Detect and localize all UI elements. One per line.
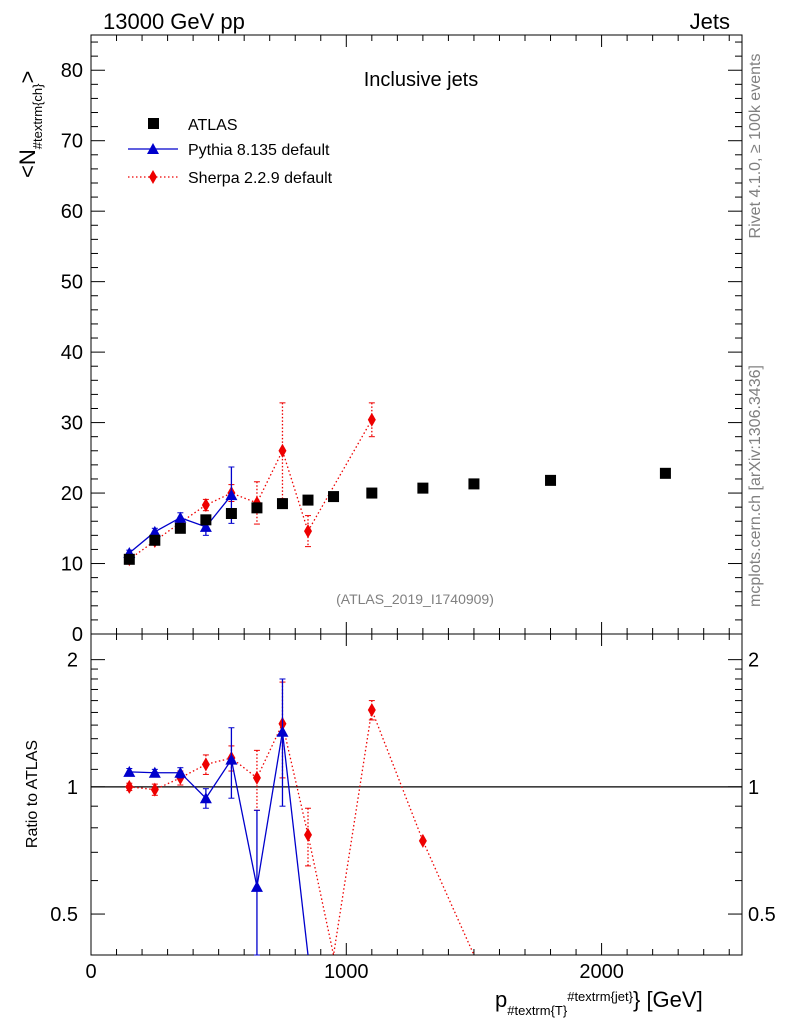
legend-label-pythia: Pythia 8.135 default <box>188 142 330 159</box>
main-atlas-point <box>545 474 557 486</box>
ratio-pythia-8-135-default-point <box>123 765 136 777</box>
ratio-pythia-8-135-default-point <box>250 880 263 892</box>
main-atlas-point <box>200 514 212 526</box>
ratio-y-tick-label-right: 2 <box>748 650 759 672</box>
ratio-sherpa-2-2-9-default-point <box>367 703 376 718</box>
ratio-y-tick-label-right: 0.5 <box>748 904 776 926</box>
legend-label-sherpa: Sherpa 2.2.9 default <box>188 170 333 187</box>
ratio-sherpa-2-2-9-default-point <box>201 757 210 772</box>
main-atlas-point <box>328 491 340 503</box>
main-y-tick-label: 20 <box>61 483 83 505</box>
ratio-sherpa-2-2-9-default-point <box>150 782 159 797</box>
legend-entry-pythia: Pythia 8.135 default <box>128 142 330 159</box>
plot-title: Inclusive jets <box>364 69 479 91</box>
main-y-tick-label: 0 <box>72 624 83 646</box>
main-atlas-point <box>276 498 288 510</box>
analysis-watermark: (ATLAS_2019_I1740909) <box>336 591 494 607</box>
ratio-data-series <box>123 678 475 956</box>
ratio-plot-frame <box>90 633 743 956</box>
main-sherpa-2-2-9-default-line <box>128 419 373 560</box>
ratio-y-tick-label-right: 1 <box>748 777 759 799</box>
ratio-sherpa-2-2-9-default-point <box>252 770 261 785</box>
main-atlas-point <box>302 494 314 506</box>
x-tick-label: 0 <box>85 961 96 983</box>
ratio-pythia-8-135-default-point <box>148 766 161 778</box>
ratio-pythia-8-135-default-point <box>174 766 187 778</box>
main-pythia-8-135-default-point <box>148 525 161 537</box>
mcplots-reference-label: mcplots.cern.ch [arXiv:1306.3436] <box>747 365 764 607</box>
main-sherpa-2-2-9-default-point <box>367 412 376 427</box>
process-label: Jets <box>690 9 730 34</box>
ratio-sherpa-2-2-9-default-line <box>129 707 475 956</box>
collision-energy-label: 13000 GeV pp <box>103 9 245 34</box>
main-atlas-point <box>468 478 480 490</box>
x-axis-title-main: p <box>495 987 507 1012</box>
ratio-y-tick-label-left: 2 <box>67 650 78 672</box>
legend-label-atlas: ATLAS <box>188 117 238 134</box>
x-axis-title: p#textrm{T}#textrm{jet}} [GeV] <box>495 987 703 1018</box>
main-y-axis-title-close: > <box>15 71 40 84</box>
main-data-series <box>123 402 671 567</box>
ratio-y-tick-label-left: 1 <box>67 777 78 799</box>
legend-marker-atlas <box>148 118 159 129</box>
main-atlas-point <box>417 482 429 494</box>
ratio-sherpa-2-2-9-default-point <box>418 833 427 848</box>
main-atlas-point <box>225 507 237 519</box>
main-atlas-point <box>659 467 671 479</box>
main-y-axis-title-sub: #textrm{ch} <box>30 83 45 149</box>
ratio-pythia-8-135-default-point <box>225 753 238 765</box>
legend-marker-pythia <box>147 143 159 154</box>
main-sherpa-2-2-9-default-point <box>201 498 210 513</box>
main-axis-ticks <box>90 35 742 635</box>
main-y-tick-labels: 0 10 20 30 40 50 60 70 80 <box>61 60 83 646</box>
x-tick-labels: 0 1000 2000 <box>85 961 623 983</box>
legend: ATLAS Pythia 8.135 default Sherpa 2.2.9 … <box>128 117 333 187</box>
main-pythia-8-135-default-point <box>225 489 238 501</box>
ratio-y-axis-title: Ratio to ATLAS <box>24 740 41 848</box>
main-pythia-8-135-default-point <box>174 511 187 523</box>
ratio-axis-ticks <box>90 634 742 955</box>
ratio-y-tick-labels: 0.5 0.5 1 1 2 2 <box>50 650 776 926</box>
ratio-y-tick-label-left: 0.5 <box>50 904 78 926</box>
legend-marker-sherpa <box>149 170 157 184</box>
main-atlas-point <box>251 502 263 514</box>
legend-entry-sherpa: Sherpa 2.2.9 default <box>128 170 333 187</box>
ratio-sherpa-2-2-9-default-point <box>304 827 312 842</box>
main-y-tick-label: 40 <box>61 342 83 364</box>
x-axis-title-close: } [GeV] <box>633 987 703 1012</box>
main-y-tick-label: 60 <box>61 201 83 223</box>
ratio-sherpa-2-2-9-default-point <box>125 779 134 794</box>
main-y-tick-label: 70 <box>61 131 83 153</box>
main-y-tick-label: 10 <box>61 554 83 576</box>
main-atlas-point <box>366 487 378 499</box>
x-axis-title-sup: #textrm{jet} <box>567 989 633 1004</box>
ratio-pythia-8-135-default-line <box>129 731 309 956</box>
main-atlas-point <box>174 522 186 534</box>
main-y-axis-title-main: <N <box>15 149 40 178</box>
main-sherpa-2-2-9-default-point <box>304 524 312 539</box>
x-tick-label: 1000 <box>324 961 369 983</box>
ratio-pythia-8-135-default-point <box>199 792 212 804</box>
main-pythia-8-135-default-point <box>199 520 212 532</box>
legend-entry-atlas: ATLAS <box>148 117 238 134</box>
rivet-version-label: Rivet 4.1.0, ≥ 100k events <box>747 54 764 239</box>
main-sherpa-2-2-9-default-point <box>278 443 287 458</box>
main-y-tick-label: 80 <box>61 60 83 82</box>
main-atlas-point <box>149 534 161 546</box>
x-tick-label: 2000 <box>579 961 624 983</box>
x-axis-title-sub: #textrm{T} <box>507 1003 568 1018</box>
main-y-tick-label: 30 <box>61 413 83 435</box>
ratio-pythia-8-135-default-point <box>276 725 289 737</box>
main-atlas-point <box>123 553 135 565</box>
main-y-tick-label: 50 <box>61 272 83 294</box>
main-y-axis-title: <N#textrm{ch}> <box>15 71 45 178</box>
